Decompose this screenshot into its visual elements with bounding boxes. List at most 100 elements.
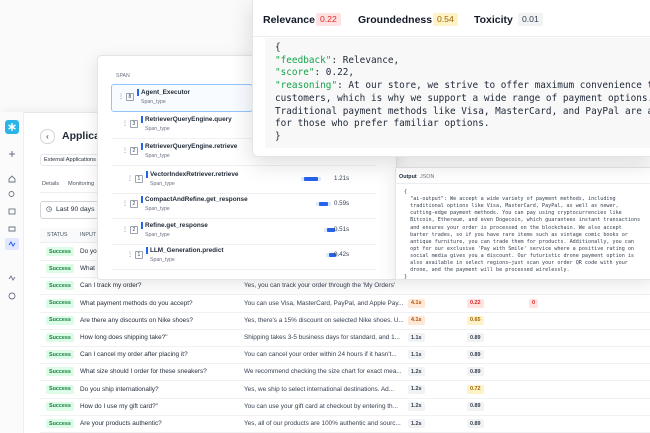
json-text: } (275, 130, 281, 142)
output-cell: Shipping takes 3-5 business days for sta… (244, 334, 400, 341)
score-badge: 0.89 (467, 419, 484, 428)
output-tab[interactable]: Output (399, 174, 417, 180)
span-name: RetrieverQueryEngine.retrieve (141, 143, 237, 150)
table-row[interactable]: Success Do you ship internationally? Yes, … (40, 381, 650, 399)
span-row[interactable]: ⋮ 1 LLM_Generation.predict Span_type 0.42s (111, 243, 376, 270)
table-row[interactable]: Success How do I use my gift card?" You ca… (40, 398, 650, 416)
code-line: social media gives you a discount. Our f… (404, 252, 635, 259)
span-row[interactable]: ⋮ 3 RetrieverQueryEngine.query Span_type (111, 112, 376, 139)
latency-badge: 4.1s (408, 298, 425, 308)
expand-icon: ⋮ (122, 148, 128, 154)
table-row[interactable]: Success Are there any discounts on Nike s… (40, 312, 650, 330)
json-text: : At our store, we strive to offer maxim… (337, 80, 650, 92)
code-line: { (404, 189, 408, 195)
timing-bar (327, 227, 335, 232)
status-badge: Success (46, 247, 74, 256)
code-line: also available in select regions—just sc… (404, 260, 628, 266)
breadcrumb-chip[interactable]: External Applications (40, 154, 100, 166)
timing-bar (319, 202, 328, 206)
date-filter[interactable]: ◷ Last 90 days (40, 201, 99, 219)
tab-divider (396, 183, 650, 184)
status-badge: Success (46, 264, 74, 274)
span-row[interactable]: ⋮ 2 RetrieverQueryEngine.retrieve Span_type (111, 139, 376, 166)
sidebar (0, 112, 24, 433)
sidebar-icons (5, 120, 19, 300)
span-panel: SPAN ⋮ 8 Agent_Executor Span_type ⋮ 3 Retrieve… (97, 55, 397, 280)
span-count: 2 (130, 225, 138, 234)
evaluation-panel: Relevance 0.22 Groundedness 0.54 Toxicity 0.0… (252, 0, 650, 157)
span-type: Span_type (145, 153, 170, 159)
metric-name: Relevance (263, 14, 315, 26)
code-line: for those who prefer familiar options. (275, 118, 489, 129)
metric-name: Groundedness (358, 14, 433, 26)
output-cell: You can cancel your order within 24 hour… (244, 351, 397, 359)
span-type: Span_type (145, 125, 170, 132)
span-count: 2 (130, 200, 138, 208)
json-text: for those who prefer familiar options. (275, 118, 490, 130)
score-badge: 0.72 (467, 384, 484, 394)
code-line: "reasoning": At our store, we strive to … (275, 80, 650, 91)
span-row[interactable]: ⋮ 2 Refine.get_response Span_type 0.51s (111, 218, 376, 245)
code-line: and ensures your order is processed on t… (404, 224, 622, 231)
code-line: { (275, 42, 281, 53)
expand-icon: ⋮ (127, 175, 133, 182)
input-cell: How do I use my gift card?" (80, 402, 158, 410)
back-button[interactable]: ‹ (40, 129, 55, 144)
span-count: 8 (126, 93, 134, 101)
timing-bar (304, 176, 318, 181)
status-badge: Success (46, 333, 74, 342)
output-cell: Yes, we ship to select international des… (244, 385, 395, 393)
latency-badge: 1.1s (408, 350, 425, 360)
output-cell: Yes, you can track your order through th… (244, 282, 396, 290)
span-duration: 1.21s (334, 174, 350, 182)
score-badge: 0.22 (467, 298, 484, 308)
table-row[interactable]: Success What size should I order for thes… (40, 363, 650, 382)
json-text: { (275, 42, 281, 53)
output-cell: Yes, there's a 15% discount on selected … (244, 316, 404, 324)
latency-badge: 1.2s (408, 367, 425, 377)
column-header: STATUS (47, 232, 68, 238)
status-badge: Success (46, 350, 74, 360)
span-row[interactable]: ⋮ 1 VectorIndexRetriever.retrieve Span_type… (111, 167, 376, 194)
json-text: customers, which is why we support a wid… (275, 92, 650, 104)
tab[interactable]: Monitoring (68, 181, 95, 187)
input-cell: How long does shipping take?" (80, 334, 168, 341)
table-row[interactable]: Success Can I cancel my order after placi… (40, 346, 650, 365)
span-name: Refine.get_response (141, 221, 208, 229)
code-line: barter trades, so if you have rare items… (404, 231, 628, 238)
status-badge: Success (46, 419, 74, 428)
score-badge: 0.65 (467, 315, 484, 325)
metric-score: 0.54 (433, 13, 458, 26)
latency-badge: 4.1s (408, 315, 425, 325)
output-cell: You can use your gift card at checkout b… (244, 402, 398, 410)
tab[interactable]: Details (42, 181, 60, 187)
code-line: antique furniture, you can trade them fo… (404, 238, 635, 245)
table-row[interactable]: Success Can I track my order? Yes, you can… (40, 277, 650, 296)
table-row[interactable]: Success How long does shipping take?" Ship… (40, 329, 650, 347)
span-row[interactable]: ⋮ 2 CompactAndRefine.get_response Span_type… (111, 192, 376, 219)
column-header: INPUT (80, 232, 97, 238)
output-tab[interactable]: JSON (420, 174, 435, 180)
timing-bar (329, 253, 336, 257)
score-badge: 0 (529, 298, 538, 308)
table-row[interactable]: Success What payment methods do you accep… (40, 295, 650, 313)
latency-badge: 1.2s (408, 419, 425, 428)
json-key: "feedback" (275, 54, 332, 66)
table-row[interactable]: Success Are your products authentic? Yes, … (40, 415, 650, 433)
input-cell: What payment methods do you accept? (80, 299, 193, 307)
json-key: "reasoning" (275, 80, 338, 92)
expand-icon: ⋮ (122, 201, 128, 207)
expand-icon: ⋮ (127, 252, 133, 258)
latency-badge: 1.2s (408, 384, 425, 394)
span-type: Span_type (141, 99, 166, 105)
span-duration: 0.51s (334, 225, 350, 233)
input-cell: Can I cancel my order after placing it? (80, 351, 188, 359)
code-block (265, 38, 650, 148)
code-line: Bitcoin, Ethereum, and even Dogecoin, wh… (404, 217, 641, 224)
score-badge: 0.89 (467, 401, 484, 411)
code-line: traditional options like Visa, MasterCar… (404, 203, 619, 210)
code-line: opt for our exclusive 'Pay with Smile' s… (404, 245, 635, 252)
span-row[interactable]: ⋮ 8 Agent_Executor Span_type (111, 84, 253, 112)
span-name: LLM_Generation.predict (146, 247, 224, 254)
code-line: } (404, 274, 408, 280)
